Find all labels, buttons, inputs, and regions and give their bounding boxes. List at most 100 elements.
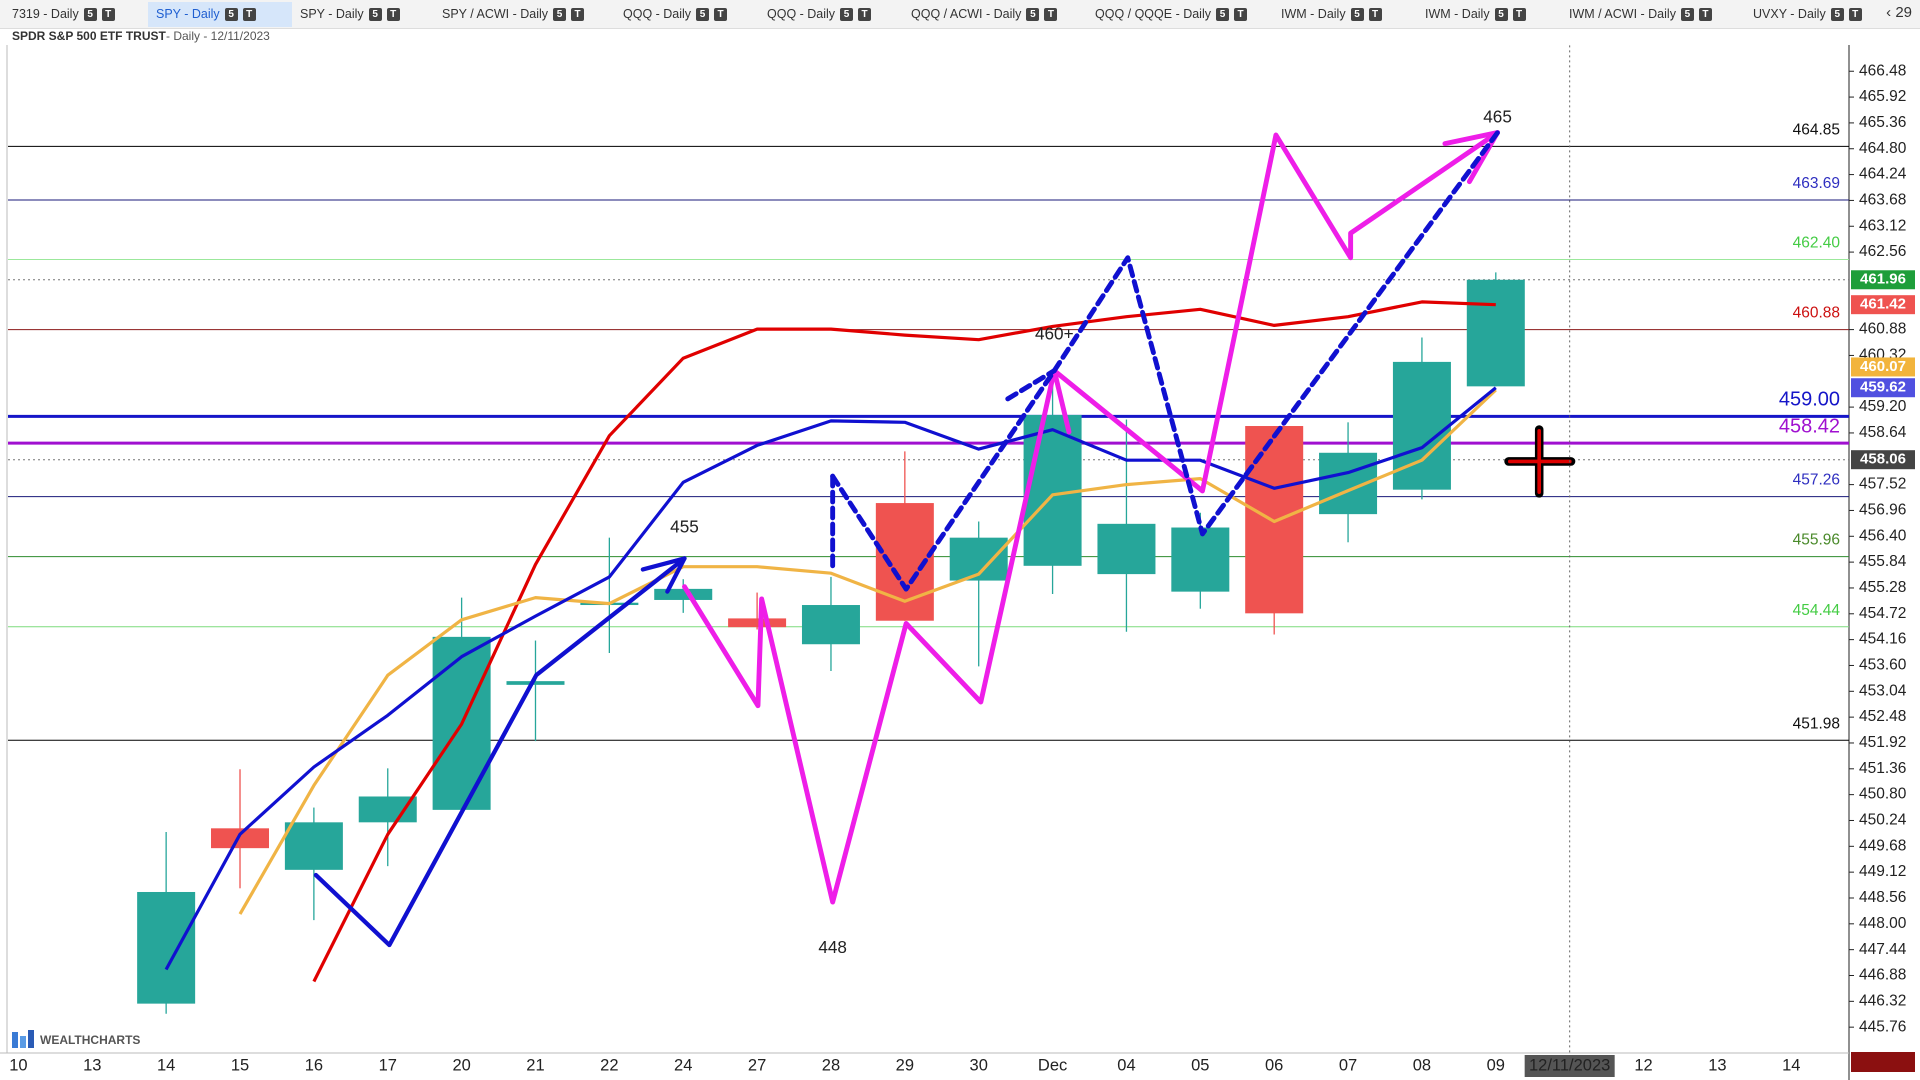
tab[interactable]: UVXY - Daily 5 T xyxy=(1745,2,1869,27)
y-tick-label: 463.68 xyxy=(1859,192,1906,209)
tab[interactable]: QQQ / ACWI - Daily 5 T xyxy=(903,2,1087,27)
moving-average xyxy=(164,386,1497,971)
tab-label: QQQ - Daily xyxy=(767,7,836,21)
candle-body xyxy=(1392,361,1451,490)
cursor-cross xyxy=(1504,425,1576,498)
tab-bar: 7319 - Daily 5 T SPY - Daily 5 T SPY - Daily 5 T… xyxy=(0,0,1920,29)
tab[interactable]: QQQ - Daily 5 T xyxy=(759,2,903,27)
y-tick-label: 464.24 xyxy=(1859,166,1907,183)
y-tick-label: 450.24 xyxy=(1859,812,1907,829)
tab[interactable]: QQQ / QQQE - Daily 5 T xyxy=(1087,2,1273,27)
annotation: 460+ xyxy=(1035,324,1074,344)
candle-body xyxy=(801,605,860,645)
candle-body xyxy=(654,588,713,600)
tab-badge: 5 xyxy=(368,7,382,21)
tab[interactable]: IWM - Daily 5 T xyxy=(1417,2,1561,27)
wave-drawing xyxy=(682,130,1501,905)
level-label: 462.40 xyxy=(1793,235,1841,252)
tab-badge: 5 xyxy=(1830,7,1844,21)
x-tick-label: 13 xyxy=(1708,1056,1726,1074)
cursor-label: 12/11/2023 xyxy=(1529,1056,1610,1074)
tab-badge: T xyxy=(1698,7,1712,21)
level-label: 460.88 xyxy=(1793,305,1840,322)
moving-average xyxy=(238,388,1497,915)
y-tick-label: 445.76 xyxy=(1859,1018,1906,1035)
price-tag-bg xyxy=(1851,450,1915,470)
tab[interactable]: SPY / ACWI - Daily 5 T xyxy=(434,2,615,27)
candle-body xyxy=(284,822,343,870)
y-tick-label: 446.88 xyxy=(1859,967,1906,984)
y-tick-label: 456.40 xyxy=(1859,527,1907,544)
level-label: 457.26 xyxy=(1793,472,1840,489)
x-tick-label: 16 xyxy=(305,1056,323,1074)
x-tick-label: 05 xyxy=(1191,1056,1209,1074)
tab-badge: 5 xyxy=(1350,7,1364,21)
annotation: 465 xyxy=(1483,106,1512,126)
tab-badge: 5 xyxy=(553,7,567,21)
x-tick-label: 07 xyxy=(1339,1056,1357,1074)
level-label: 459.00 xyxy=(1779,389,1840,411)
y-tick-label: 463.12 xyxy=(1859,217,1906,234)
chart-subtitle: - Daily - 12/11/2023 xyxy=(166,29,270,43)
y-tick-label: 466.48 xyxy=(1859,62,1906,79)
tab-badge: T xyxy=(386,7,400,21)
x-tick-label: 17 xyxy=(379,1056,397,1074)
candles xyxy=(137,272,1525,1014)
y-tick-label: 462.56 xyxy=(1859,243,1906,260)
tab[interactable]: SPY - Daily 5 T xyxy=(292,2,434,27)
tab[interactable]: 7319 - Daily 5 T xyxy=(4,2,148,27)
y-tick-label: 455.84 xyxy=(1859,553,1907,570)
tab-overflow[interactable]: ‹ 29 xyxy=(1886,4,1912,21)
x-tick-label: 22 xyxy=(600,1056,618,1074)
tab-label: UVXY - Daily xyxy=(1753,7,1826,21)
watermark: WEALTHCHARTS xyxy=(12,1030,140,1048)
tab-badge: 5 xyxy=(840,7,854,21)
candle-body xyxy=(506,681,565,685)
level-label: 463.69 xyxy=(1793,175,1840,192)
tab[interactable]: IWM - Daily 5 T xyxy=(1273,2,1417,27)
candle-body xyxy=(1023,414,1082,566)
candle-body xyxy=(358,796,417,823)
tab-label: QQQ - Daily xyxy=(623,7,692,21)
tab-label: IWM - Daily xyxy=(1425,7,1490,21)
tab-label: IWM / ACWI - Daily xyxy=(1569,7,1676,21)
tab[interactable]: QQQ - Daily 5 T xyxy=(615,2,759,27)
tab-label: IWM - Daily xyxy=(1281,7,1346,21)
levels: 464.85 463.69 462.40 460.88 459.00 458.42 457.… xyxy=(8,122,1849,741)
y-tick-label: 457.52 xyxy=(1859,476,1906,493)
y-tick-label: 453.04 xyxy=(1859,682,1907,699)
level-label: 451.98 xyxy=(1793,715,1840,732)
tab[interactable]: IWM / ACWI - Daily 5 T xyxy=(1561,2,1745,27)
tab-badge: T xyxy=(1512,7,1526,21)
y-tick-label: 451.36 xyxy=(1859,760,1906,777)
y-tick-label: 452.48 xyxy=(1859,708,1906,725)
price-tag-bg xyxy=(1851,270,1915,290)
tab[interactable]: SPY - Daily 5 T xyxy=(148,1,292,27)
x-tick-label: 21 xyxy=(526,1056,544,1074)
dashed-drawing xyxy=(830,130,1501,592)
candle-body xyxy=(211,828,270,849)
x-tick-label: 27 xyxy=(748,1056,766,1074)
y-tick-label: 465.92 xyxy=(1859,88,1906,105)
wave-drawing xyxy=(313,556,687,948)
tab-badge: T xyxy=(101,7,115,21)
tab-label: QQQ / QQQE - Daily xyxy=(1095,7,1211,21)
price-tag: 461.96 xyxy=(1860,271,1906,288)
x-tick-label: 29 xyxy=(896,1056,914,1074)
x-tick-label: 04 xyxy=(1117,1056,1135,1074)
candle-body xyxy=(728,618,787,628)
tab-badge: T xyxy=(1368,7,1382,21)
wave-drawing xyxy=(1051,368,1072,435)
candle-body xyxy=(1097,523,1156,575)
y-tick-label: 458.64 xyxy=(1859,424,1907,441)
axes: 466.48 465.92 465.36 464.80 464.24 463.68 463.… xyxy=(9,45,1907,1077)
x-tick-label: 12 xyxy=(1634,1056,1652,1074)
y-tick-label: 449.12 xyxy=(1859,863,1906,880)
x-tick-label: 20 xyxy=(452,1056,470,1074)
y-tick-label: 449.68 xyxy=(1859,837,1906,854)
annotation: 448 xyxy=(818,937,847,957)
y-tick-label: 456.96 xyxy=(1859,502,1906,519)
y-tick-label: 460.88 xyxy=(1859,321,1906,338)
price-tags: 461.96 461.42 460.07 459.62 458.06 xyxy=(1851,270,1915,470)
